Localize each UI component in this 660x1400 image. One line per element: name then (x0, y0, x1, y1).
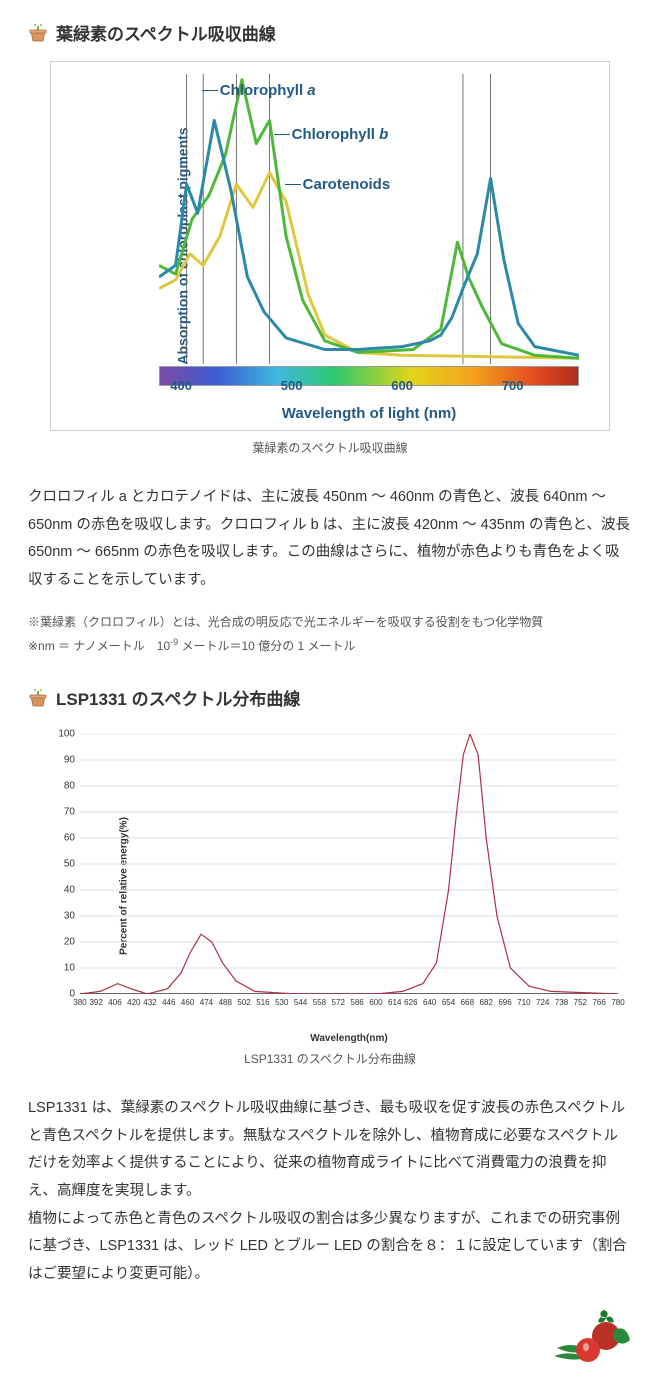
chart2-xtick: 668 (461, 998, 474, 1007)
vegetable-icon (552, 1306, 632, 1366)
chart1-plot-svg (159, 74, 579, 364)
chart2-ytick: 50 (35, 859, 75, 870)
chart1-series-label: Carotenoids (303, 176, 391, 193)
chart2-xtick: 502 (237, 998, 250, 1007)
chart2-xtick: 572 (332, 998, 345, 1007)
chart2-ytick: 100 (35, 729, 75, 740)
section-2-body: LSP1331 は、葉緑素のスペクトル吸収曲線に基づき、最も吸収を促す波長の赤色… (28, 1095, 632, 1288)
chart2-ytick: 20 (35, 937, 75, 948)
chart2-xtick: 392 (89, 998, 102, 1007)
chart2-caption: LSP1331 のスペクトル分布曲線 (28, 1050, 632, 1067)
chart2-xtick: 738 (555, 998, 568, 1007)
chart1-xtick: 500 (281, 378, 303, 393)
chart2-xtick: 432 (143, 998, 156, 1007)
chart2-xtick: 380 (73, 998, 86, 1007)
chart2-ytick: 70 (35, 807, 75, 818)
chart1-xtick: 400 (170, 378, 192, 393)
chart2-xtick: 558 (313, 998, 326, 1007)
chart2-xtick: 682 (480, 998, 493, 1007)
chart2-xtick: 488 (219, 998, 232, 1007)
chlorophyll-spectrum-chart: Absorption of chloroplast pigments 40050… (50, 61, 610, 431)
chart2-xtick: 586 (350, 998, 363, 1007)
chart2-xtick: 516 (256, 998, 269, 1007)
chart2-xtick: 406 (108, 998, 121, 1007)
chart1-xtick: 700 (502, 378, 524, 393)
chart2-ytick: 40 (35, 885, 75, 896)
section-2-header: LSP1331 のスペクトル分布曲線 (28, 685, 632, 710)
chart2-xtick: 696 (498, 998, 511, 1007)
chart2-xtick: 544 (294, 998, 307, 1007)
chart2-x-label: Wavelength(nm) (80, 1033, 618, 1044)
chart2-xtick: 460 (181, 998, 194, 1007)
pot-icon (28, 688, 48, 708)
note-1: ※葉緑素（クロロフィル）とは、光合成の明反応で光エネルギーを吸収する役割をもつ化… (28, 612, 632, 634)
section-2-title: LSP1331 のスペクトル分布曲線 (56, 685, 300, 710)
chart2-xtick: 626 (404, 998, 417, 1007)
chart2-ytick: 60 (35, 833, 75, 844)
chart2-ytick: 90 (35, 755, 75, 766)
chart1-xtick: 600 (391, 378, 413, 393)
chart2-ytick: 80 (35, 781, 75, 792)
chart1-series-label: Chlorophyll b (292, 126, 389, 143)
chart2-xtick: 766 (592, 998, 605, 1007)
chart2-xtick: 614 (388, 998, 401, 1007)
chart2-xtick: 752 (574, 998, 587, 1007)
chart2-xtick: 446 (162, 998, 175, 1007)
section-1-body: クロロフィル a とカロテノイドは、主に波長 450nm ～ 460nm の青色… (28, 484, 632, 594)
chart2-xtick: 420 (127, 998, 140, 1007)
pot-icon (28, 23, 48, 43)
section-1-notes: ※葉緑素（クロロフィル）とは、光合成の明反応で光エネルギーを吸収する役割をもつ化… (28, 612, 632, 657)
chart2-xtick: 530 (275, 998, 288, 1007)
note-2: ※nm ＝ ナノメートル 10-9 メートル＝10 億分の 1 メートル (28, 634, 632, 658)
lsp1331-spectrum-chart: Percent of relative energy(%) 0102030405… (30, 726, 630, 1046)
section-1-header: 葉緑素のスペクトル吸収曲線 (28, 20, 632, 45)
chart2-xtick: 780 (611, 998, 624, 1007)
chart2-ytick: 0 (35, 989, 75, 1000)
chart2-ytick: 30 (35, 911, 75, 922)
chart2-ytick: 10 (35, 963, 75, 974)
chart2-xtick: 710 (517, 998, 530, 1007)
chart1-x-label: Wavelength of light (nm) (159, 405, 579, 422)
chart2-xtick: 640 (423, 998, 436, 1007)
chart1-caption: 葉緑素のスペクトル吸収曲線 (28, 439, 632, 456)
chart2-plot-svg (80, 734, 618, 994)
chart2-xtick: 724 (536, 998, 549, 1007)
chart1-series-label: Chlorophyll a (220, 82, 316, 99)
chart2-xtick: 474 (200, 998, 213, 1007)
chart2-xtick: 600 (369, 998, 382, 1007)
section-1-title: 葉緑素のスペクトル吸収曲線 (56, 20, 276, 45)
chart2-xtick: 654 (442, 998, 455, 1007)
